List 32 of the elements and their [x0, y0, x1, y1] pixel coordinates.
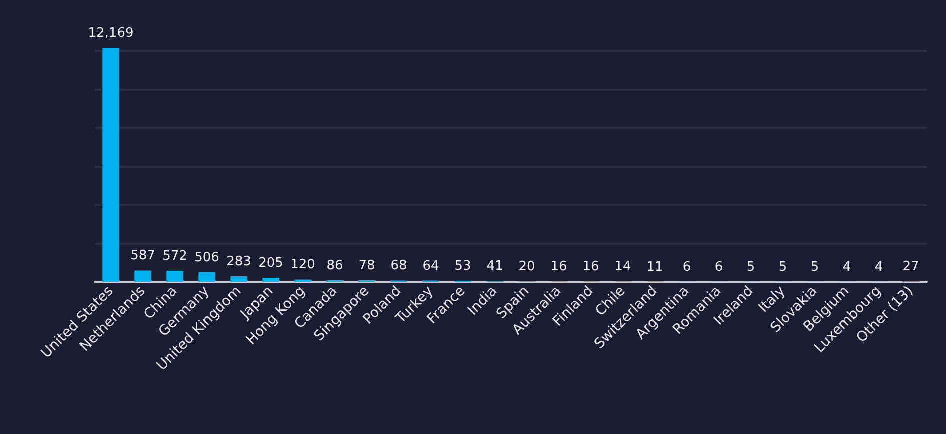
- data-label: 5: [810, 260, 820, 275]
- data-label: 6: [714, 260, 724, 275]
- data-label: 5: [778, 260, 788, 275]
- data-label: 4: [842, 260, 852, 275]
- data-label: 120: [290, 258, 316, 273]
- bar: [166, 271, 184, 282]
- data-label: 205: [258, 256, 284, 272]
- bar: [262, 278, 280, 282]
- data-label: 53: [454, 258, 472, 274]
- data-label: 572: [162, 249, 188, 264]
- data-label: 14: [614, 260, 632, 275]
- data-label: 27: [902, 259, 920, 274]
- data-label: 4: [874, 260, 884, 275]
- data-label: 16: [550, 260, 568, 275]
- data-label: 68: [390, 258, 408, 274]
- data-label: 506: [194, 250, 220, 266]
- data-label: 11: [646, 260, 664, 275]
- data-label: 5: [746, 260, 756, 275]
- data-label: 20: [518, 260, 536, 275]
- data-label: 41: [486, 259, 504, 274]
- data-label: 283: [226, 254, 252, 270]
- bar: [134, 270, 152, 282]
- bar: [230, 276, 248, 282]
- data-label: 12,169: [88, 26, 134, 41]
- bar: [102, 48, 120, 282]
- data-label: 86: [326, 258, 344, 274]
- bar: [198, 272, 216, 282]
- data-label: 64: [422, 258, 440, 274]
- data-label: 78: [358, 258, 376, 274]
- data-label: 16: [582, 260, 600, 275]
- data-label: 587: [130, 248, 156, 264]
- data-label: 6: [682, 260, 692, 275]
